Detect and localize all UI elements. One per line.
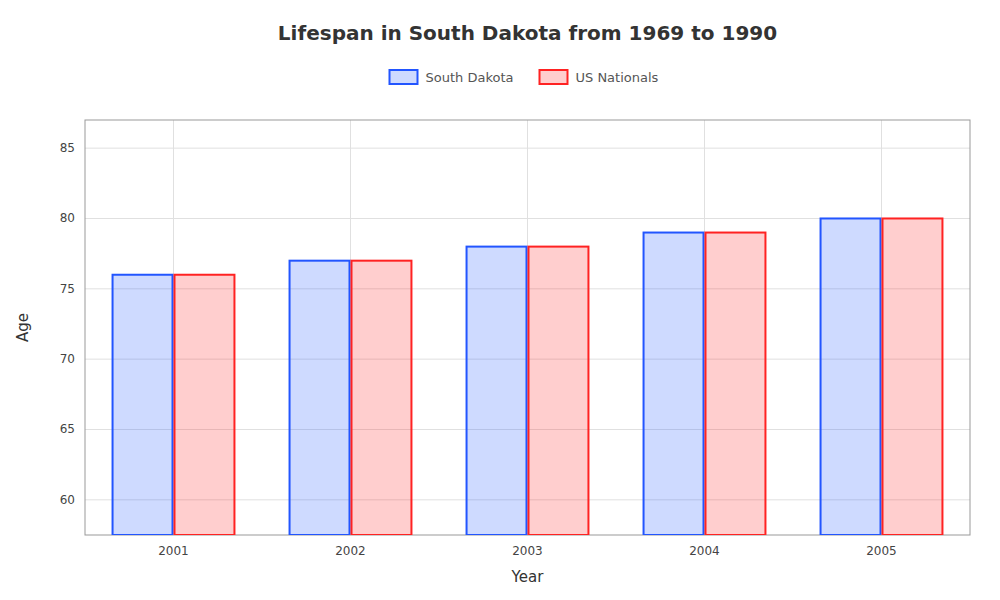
bar — [175, 275, 235, 535]
bar — [706, 233, 766, 535]
bar — [290, 261, 350, 535]
title: Lifespan in South Dakota from 1969 to 19… — [278, 21, 777, 45]
legend-label: South Dakota — [426, 70, 514, 85]
bars — [113, 218, 943, 535]
y-tick-label: 80 — [60, 211, 75, 225]
y-tick-label: 75 — [60, 282, 75, 296]
bar — [113, 275, 173, 535]
x-tick-label: 2002 — [335, 544, 366, 558]
y-tick-label: 70 — [60, 352, 75, 366]
legend: South Dakota US Nationals — [390, 70, 659, 85]
x-tick-label: 2005 — [866, 544, 897, 558]
x-tick-label: 2001 — [158, 544, 189, 558]
x-tick-label: 2004 — [689, 544, 720, 558]
x-tick-label: 2003 — [512, 544, 543, 558]
chart-container: 60 65 70 75 80 85 2001 2002 2003 2004 2005 Lifespan… — [0, 0, 1000, 600]
y-tick-label: 60 — [60, 493, 75, 507]
bar — [352, 261, 412, 535]
y-tick-label: 65 — [60, 422, 75, 436]
legend-swatch — [540, 70, 568, 84]
bar — [883, 218, 943, 535]
bar — [467, 247, 527, 535]
bar — [529, 247, 589, 535]
chart-svg: 60 65 70 75 80 85 2001 2002 2003 2004 2005 Lifespan… — [0, 0, 1000, 600]
y-axis-label: Age — [14, 313, 32, 342]
legend-swatch — [390, 70, 418, 84]
plot-frame — [85, 120, 970, 535]
grid — [85, 120, 970, 535]
bar — [644, 233, 704, 535]
y-tick-label: 85 — [60, 141, 75, 155]
bar — [821, 218, 881, 535]
x-axis-label: Year — [511, 568, 545, 586]
legend-label: US Nationals — [576, 70, 659, 85]
